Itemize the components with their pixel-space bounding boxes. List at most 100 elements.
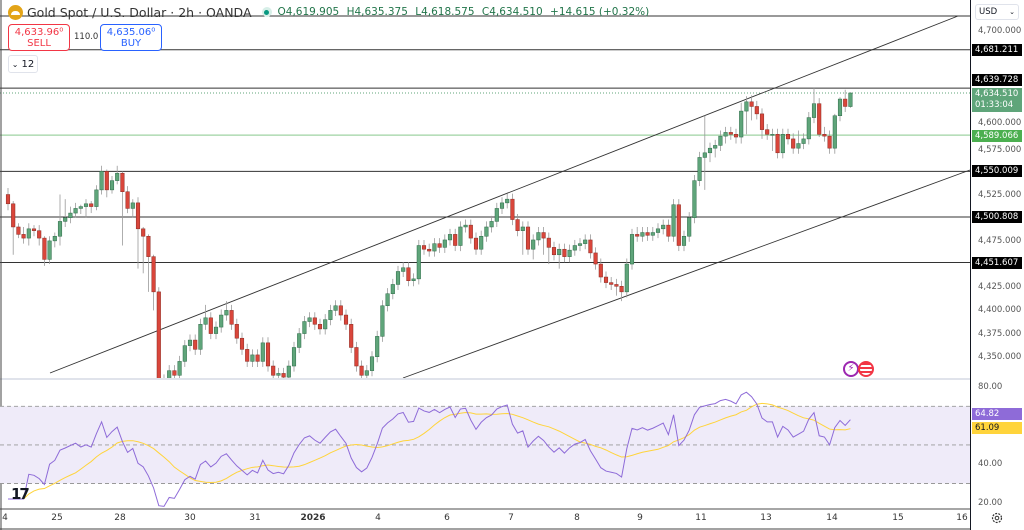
candle-down[interactable] <box>453 234 458 246</box>
candle-up[interactable] <box>83 203 89 207</box>
candle-up[interactable] <box>130 202 135 209</box>
candle-up[interactable] <box>68 212 73 218</box>
candle-down[interactable] <box>728 132 733 135</box>
candle-up[interactable] <box>484 226 489 237</box>
candle-up[interactable] <box>260 342 265 362</box>
candle-down[interactable] <box>239 337 245 350</box>
candle-down[interactable] <box>208 317 213 334</box>
candle-down[interactable] <box>31 228 37 231</box>
sell-button[interactable]: 4,633.96⁰ SELL <box>8 24 70 51</box>
candle-up[interactable] <box>401 267 406 272</box>
candle-up[interactable] <box>94 189 99 207</box>
candle-up[interactable] <box>203 317 208 325</box>
candle-down[interactable] <box>609 282 614 285</box>
candle-down[interactable] <box>754 106 759 115</box>
candle-up[interactable] <box>499 202 505 209</box>
candle-up[interactable] <box>687 217 692 237</box>
candle-down[interactable] <box>281 373 286 378</box>
candle-down[interactable] <box>645 232 650 236</box>
tradingview-logo[interactable]: 17 <box>11 485 30 503</box>
candle-up[interactable] <box>447 234 453 241</box>
candle-down[interactable] <box>551 247 557 256</box>
candle-down[interactable] <box>265 342 271 367</box>
candle-down[interactable] <box>146 235 151 257</box>
candle-up[interactable] <box>109 180 115 191</box>
candle-up[interactable] <box>494 208 499 222</box>
candle-down[interactable] <box>468 224 473 239</box>
candle-up[interactable] <box>115 172 120 181</box>
candle-up[interactable] <box>770 134 775 136</box>
candle-down[interactable] <box>5 194 11 205</box>
candle-down[interactable] <box>765 129 770 135</box>
candle-up[interactable] <box>489 221 494 228</box>
candle-down[interactable] <box>822 134 827 137</box>
candle-up[interactable] <box>364 370 369 376</box>
candle-up[interactable] <box>536 232 541 241</box>
candle-down[interactable] <box>546 237 551 248</box>
candle-up[interactable] <box>99 171 104 191</box>
candle-down[interactable] <box>229 310 234 325</box>
candle-up[interactable] <box>692 180 697 218</box>
candle-down[interactable] <box>598 263 603 278</box>
candle-down[interactable] <box>42 237 47 260</box>
candle-up[interactable] <box>219 314 224 328</box>
candle-up[interactable] <box>323 319 328 330</box>
candle-up[interactable] <box>837 98 843 116</box>
candle-up[interactable] <box>567 249 572 257</box>
candle-up[interactable] <box>411 278 416 281</box>
candle-up[interactable] <box>416 245 421 280</box>
candle-down[interactable] <box>135 202 141 230</box>
candle-up[interactable] <box>681 235 687 246</box>
candle-up[interactable] <box>811 103 817 118</box>
candle-up[interactable] <box>385 293 390 307</box>
candle-down[interactable] <box>785 134 791 140</box>
candle-down[interactable] <box>541 232 546 239</box>
candle-down[interactable] <box>603 276 609 283</box>
candle-down[interactable] <box>843 98 848 107</box>
candle-up[interactable] <box>796 143 801 149</box>
candle-up[interactable] <box>531 239 536 250</box>
candle-down[interactable] <box>317 324 323 330</box>
candle-down[interactable] <box>162 380 166 385</box>
candle-down[interactable] <box>11 203 16 228</box>
candle-up[interactable] <box>167 370 172 385</box>
candle-up[interactable] <box>177 361 182 376</box>
candle-up[interactable] <box>432 243 437 252</box>
candle-down[interactable] <box>359 365 364 376</box>
candle-down[interactable] <box>635 234 640 237</box>
candle-up[interactable] <box>286 365 291 378</box>
candle-down[interactable] <box>172 370 177 376</box>
candle-up[interactable] <box>390 284 395 294</box>
candle-up[interactable] <box>479 235 484 250</box>
candle-down[interactable] <box>193 339 198 350</box>
candle-up[interactable] <box>297 333 302 348</box>
candle-up[interactable] <box>661 224 666 230</box>
candle-up[interactable] <box>57 221 63 237</box>
candle-up[interactable] <box>307 317 312 322</box>
candle-down[interactable] <box>21 234 26 239</box>
candle-up[interactable] <box>369 356 375 371</box>
candle-up[interactable] <box>655 228 661 233</box>
candle-down[interactable] <box>588 239 593 254</box>
candle-up[interactable] <box>583 239 588 244</box>
candle-up[interactable] <box>557 248 562 256</box>
candle-down[interactable] <box>271 365 276 376</box>
candle-up[interactable] <box>806 117 811 140</box>
candle-down[interactable] <box>343 314 349 325</box>
candle-down[interactable] <box>89 203 94 207</box>
candle-down[interactable] <box>421 245 427 250</box>
candle-up[interactable] <box>624 263 629 293</box>
candle-up[interactable] <box>697 157 702 181</box>
candle-up[interactable] <box>577 243 583 246</box>
buy-button[interactable]: 4,635.06⁰ BUY <box>100 24 162 51</box>
candle-up[interactable] <box>182 345 187 362</box>
candle-up[interactable] <box>718 135 723 146</box>
candle-down[interactable] <box>338 305 343 316</box>
candle-down[interactable] <box>791 138 796 149</box>
candle-up[interactable] <box>291 347 297 367</box>
candle-up[interactable] <box>380 305 385 337</box>
candle-down[interactable] <box>349 324 354 348</box>
candle-up[interactable] <box>328 310 333 320</box>
us-flag-economic-event-icon[interactable] <box>858 361 874 377</box>
